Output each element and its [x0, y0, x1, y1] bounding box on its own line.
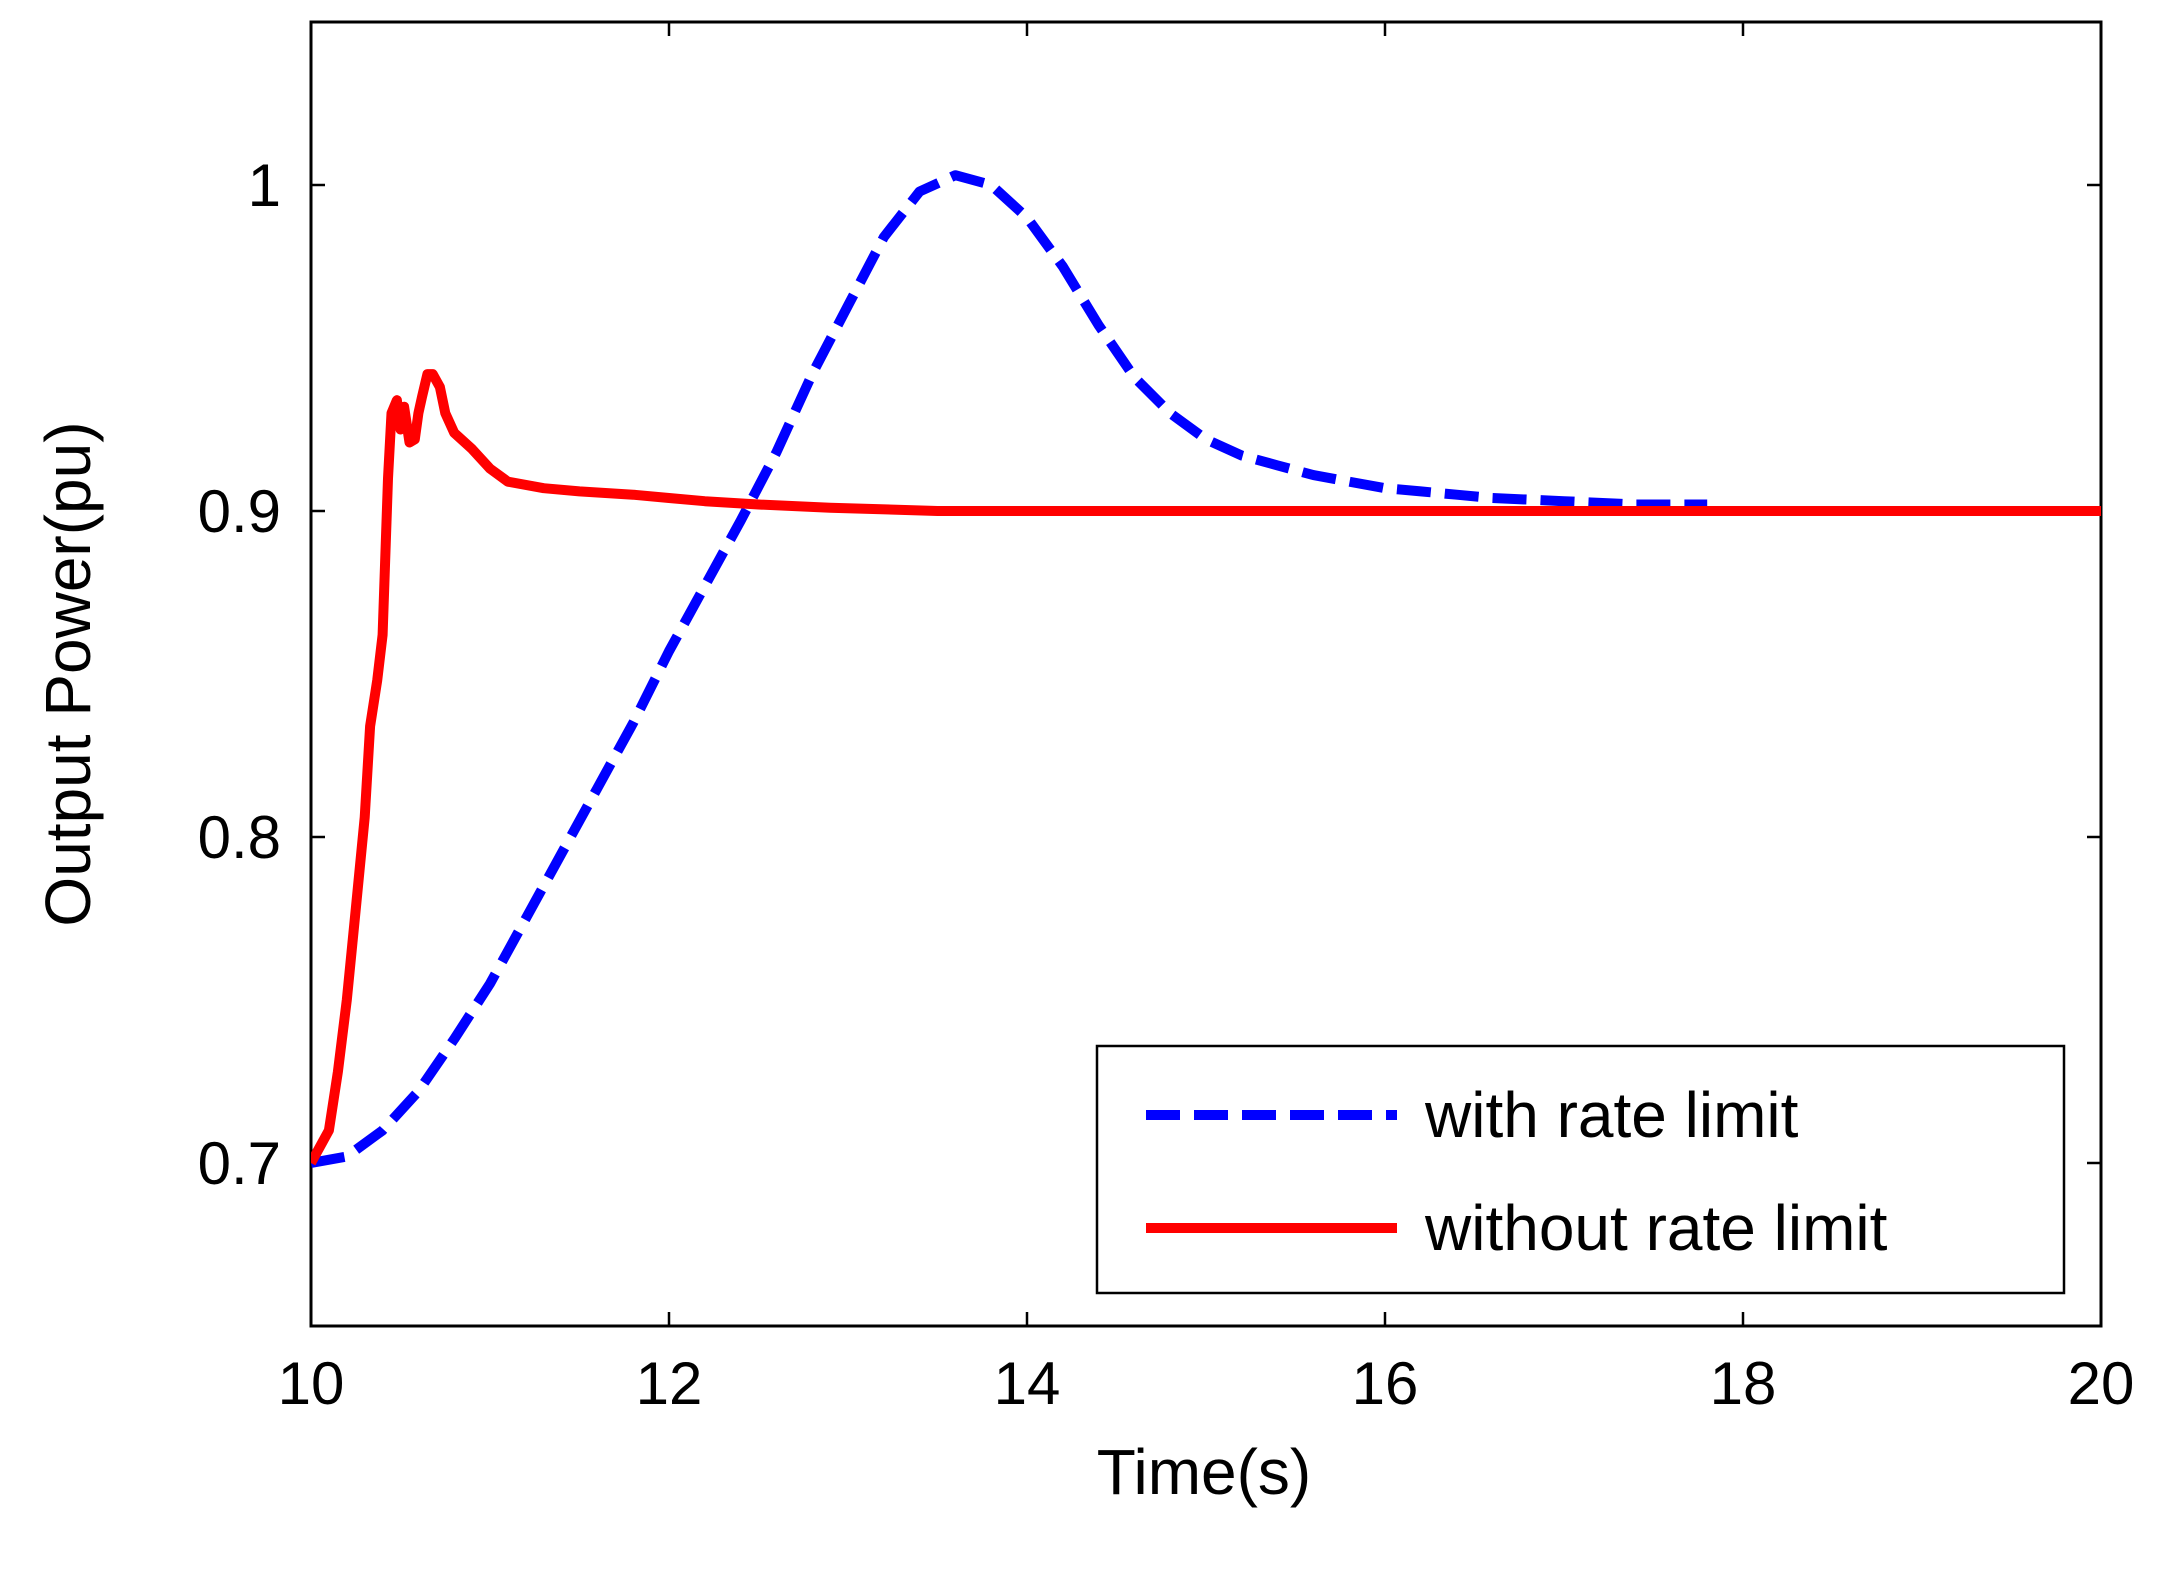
x-tick-label: 18 — [1710, 1350, 1777, 1417]
data-lines — [311, 170, 2101, 1168]
y-axis-title: Output Power(pu) — [32, 421, 104, 926]
y-tick-label: 0.8 — [198, 804, 281, 871]
y-tick-label: 0.9 — [198, 478, 281, 545]
legend: with rate limit without rate limit — [1095, 1044, 2066, 1295]
series-line-without-rate-limit — [311, 369, 2101, 1166]
x-tick-label: 12 — [636, 1350, 703, 1417]
legend-box — [1095, 1044, 2066, 1295]
y-tick-label: 0.7 — [198, 1130, 281, 1197]
legend-label-with-rate-limit: with rate limit — [1424, 1079, 1799, 1151]
axis-ticks: 10 12 14 16 18 20 0.7 0.8 0.9 1 — [198, 22, 2135, 1417]
x-axis-title: Time(s) — [1097, 1436, 1311, 1508]
legend-label-without-rate-limit: without rate limit — [1424, 1192, 1888, 1264]
x-tick-label: 10 — [278, 1350, 345, 1417]
y-tick-label: 1 — [248, 152, 281, 219]
series-line-with-rate-limit — [311, 170, 1708, 1168]
x-tick-label: 20 — [2068, 1350, 2135, 1417]
x-tick-label: 16 — [1352, 1350, 1419, 1417]
x-tick-label: 14 — [994, 1350, 1061, 1417]
